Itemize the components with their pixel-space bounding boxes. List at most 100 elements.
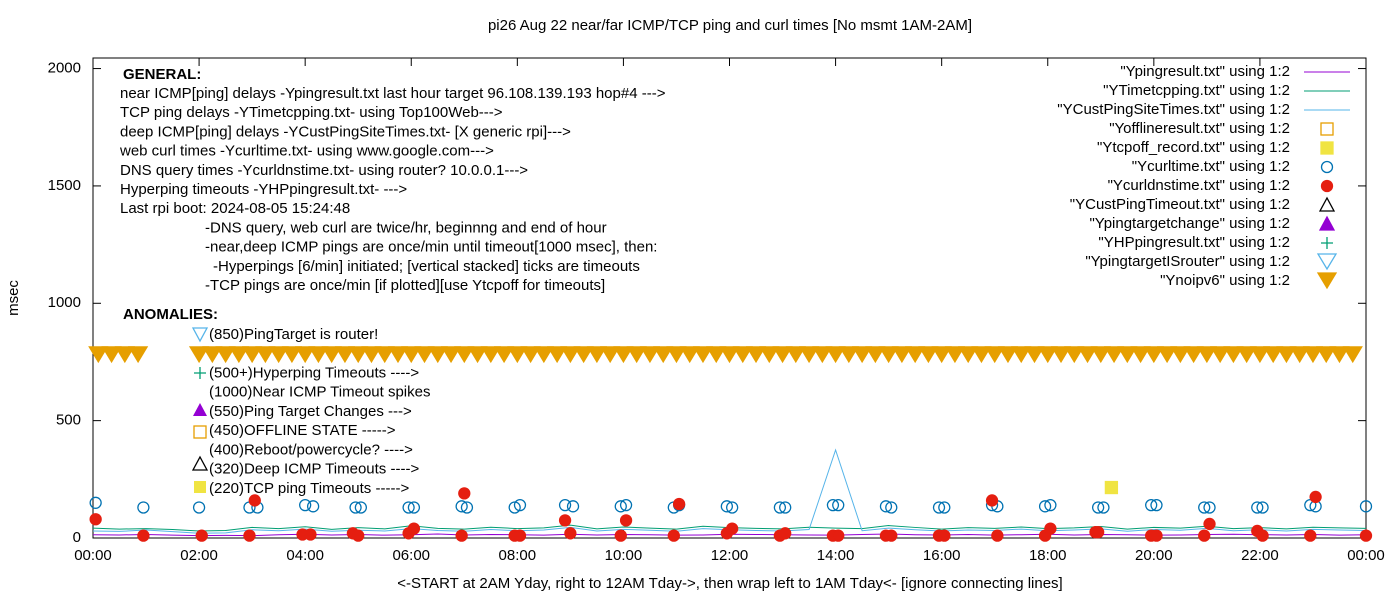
triangle-marker bbox=[1117, 346, 1138, 364]
circle-marker bbox=[558, 514, 572, 527]
circle-marker bbox=[304, 528, 317, 541]
triangle-marker bbox=[361, 346, 382, 364]
circle-marker bbox=[614, 529, 627, 542]
y-tick-label: 500 bbox=[56, 412, 81, 429]
circle-marker bbox=[985, 494, 999, 507]
triangle-marker bbox=[904, 346, 926, 364]
x-tick-label: 06:00 bbox=[392, 547, 430, 564]
annotation: (550)Ping Target Changes ---> bbox=[209, 403, 412, 420]
y-tick-label: 0 bbox=[73, 529, 81, 546]
triangle-marker bbox=[573, 346, 594, 364]
circle-marker bbox=[558, 498, 572, 512]
triangle-marker bbox=[812, 346, 833, 364]
annotation: Hyperping timeouts -YHPpingresult.txt- -… bbox=[120, 181, 407, 198]
y-tick-label: 1000 bbox=[48, 294, 81, 311]
x-tick-label: 00:00 bbox=[1347, 547, 1385, 564]
circle-marker bbox=[1304, 529, 1317, 542]
circle-marker bbox=[137, 501, 150, 514]
x-tick-label: 08:00 bbox=[499, 547, 537, 564]
circle-marker bbox=[352, 529, 365, 542]
annotation: (500+)Hyperping Timeouts ----> bbox=[209, 364, 419, 381]
legend-swatch bbox=[1316, 272, 1338, 290]
annotation: -Hyperpings [6/min] initiated; [vertical… bbox=[213, 258, 640, 275]
triangle-marker bbox=[692, 346, 714, 364]
legend-swatch bbox=[1320, 160, 1334, 174]
triangle-marker bbox=[772, 346, 793, 364]
triangle-marker bbox=[1316, 346, 1337, 364]
triangle-marker bbox=[348, 346, 369, 364]
circle-marker bbox=[832, 498, 845, 512]
triangle-marker bbox=[1249, 346, 1271, 364]
circle-marker bbox=[192, 501, 206, 514]
triangle-marker bbox=[427, 346, 448, 364]
circle-marker bbox=[885, 501, 898, 514]
circle-marker bbox=[137, 529, 150, 542]
chart-title: pi26 Aug 22 near/far ICMP/TCP ping and c… bbox=[488, 17, 972, 34]
triangle-marker bbox=[454, 346, 475, 364]
x-tick-label: 16:00 bbox=[923, 547, 961, 564]
triangle-marker bbox=[480, 346, 501, 364]
triangle-marker bbox=[851, 346, 873, 364]
circle-marker bbox=[248, 494, 261, 507]
annotation-heading: ANOMALIES: bbox=[123, 306, 218, 323]
circle-marker bbox=[299, 498, 312, 512]
triangle-marker bbox=[1223, 346, 1244, 364]
legend-swatch bbox=[1318, 196, 1336, 212]
circle-marker bbox=[614, 500, 627, 513]
legend-label: "Ypingtargetchange" using 1:2 bbox=[1089, 215, 1290, 232]
triangle-marker bbox=[268, 346, 289, 364]
triangle-marker bbox=[745, 346, 767, 364]
triangle-marker bbox=[891, 346, 913, 364]
annotation: -near,deep ICMP pings are once/min until… bbox=[205, 239, 657, 256]
circle-marker bbox=[349, 501, 362, 514]
circle-marker bbox=[513, 529, 527, 542]
circle-marker bbox=[879, 500, 893, 513]
triangle-marker bbox=[1011, 346, 1032, 364]
annotation: web curl times -Ycurltime.txt- using www… bbox=[119, 143, 494, 160]
annotation: (450)OFFLINE STATE -----> bbox=[209, 422, 396, 439]
triangle-marker bbox=[984, 346, 1005, 364]
x-tick-label: 14:00 bbox=[817, 547, 855, 564]
triangle-marker bbox=[1302, 346, 1324, 364]
circle-marker bbox=[1203, 501, 1216, 514]
triangle-marker bbox=[440, 346, 462, 364]
triangle-marker bbox=[653, 346, 674, 364]
legend-swatch bbox=[1320, 122, 1334, 136]
circle-marker bbox=[826, 498, 840, 512]
legend-label: "Ynoipv6" using 1:2 bbox=[1160, 272, 1290, 289]
key-symbol bbox=[193, 403, 207, 416]
x-tick-label: 02:00 bbox=[180, 547, 218, 564]
triangle-marker bbox=[88, 346, 109, 364]
legend-label: "YHPpingresult.txt" using 1:2 bbox=[1098, 234, 1290, 251]
circle-marker bbox=[726, 522, 739, 535]
triangle-marker bbox=[1103, 346, 1125, 364]
triangle-marker bbox=[1064, 346, 1085, 364]
x-tick-label: 12:00 bbox=[711, 547, 749, 564]
triangle-marker bbox=[918, 346, 939, 364]
y-tick-label: 2000 bbox=[48, 60, 81, 77]
x-tick-label: 04:00 bbox=[286, 547, 324, 564]
legend-swatch bbox=[1320, 141, 1334, 155]
circle-marker bbox=[1198, 501, 1211, 514]
circle-marker bbox=[1091, 525, 1105, 539]
annotation: (320)Deep ICMP Timeouts ----> bbox=[209, 461, 419, 478]
circle-marker bbox=[726, 501, 739, 514]
key-symbol bbox=[194, 367, 206, 379]
triangle-marker bbox=[626, 346, 647, 364]
annotation-heading: GENERAL: bbox=[123, 66, 201, 83]
legend-label: "Ycurltime.txt" using 1:2 bbox=[1132, 158, 1290, 175]
triangle-marker bbox=[1170, 346, 1191, 364]
triangle-marker bbox=[613, 346, 634, 364]
triangle-marker bbox=[732, 346, 753, 364]
triangle-marker bbox=[401, 346, 422, 364]
triangle-marker bbox=[997, 346, 1019, 364]
triangle-marker bbox=[1143, 346, 1164, 364]
legend-label: "YpingtargetISrouter" using 1:2 bbox=[1085, 253, 1290, 270]
x-tick-label: 22:00 bbox=[1241, 547, 1279, 564]
circle-marker bbox=[720, 500, 733, 513]
triangle-marker bbox=[546, 346, 568, 364]
triangle-marker bbox=[387, 346, 409, 364]
triangle-marker bbox=[666, 346, 687, 364]
circle-marker bbox=[1044, 522, 1057, 535]
